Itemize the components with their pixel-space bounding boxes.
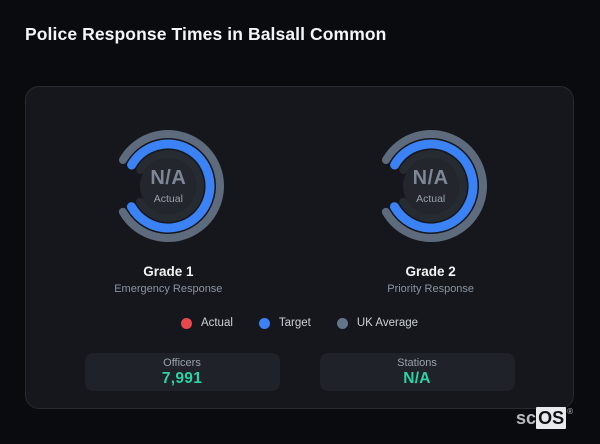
gauge-grade-2: N/A Actual Grade 2 Priority Response: [311, 127, 551, 295]
gauge-center-caption: Actual: [153, 193, 183, 205]
registered-trademark-icon: ®: [567, 407, 573, 416]
dashboard-card: N/A Actual Grade 1 Emergency Response: [25, 86, 574, 409]
gauge-grade-1: N/A Actual Grade 1 Emergency Response: [48, 127, 288, 295]
gauge-title: Grade 1: [143, 264, 194, 279]
stat-value: 7,991: [161, 369, 203, 387]
legend-label: Target: [278, 317, 311, 329]
radial-gauge-1: N/A Actual: [109, 127, 227, 245]
legend-item-uk-average[interactable]: UK Average: [336, 317, 419, 329]
uk-average-legend-dot-icon: [336, 317, 348, 329]
legend-item-actual[interactable]: Actual: [180, 317, 233, 329]
gauge-center-overlay: N/A Actual: [372, 127, 490, 245]
brand-prefix: sc: [516, 408, 537, 428]
gauge-title: Grade 2: [405, 264, 456, 279]
legend-item-target[interactable]: Target: [258, 317, 311, 329]
actual-ring-track: [394, 150, 467, 222]
brand-emphasis: OS: [536, 407, 567, 429]
gauge-center-value: N/A: [412, 167, 449, 189]
stat-label: Officers: [163, 356, 201, 369]
brand-logo: sc OS ®: [516, 407, 573, 429]
chart-legend: Actual Target UK Average: [180, 317, 419, 329]
gauge-center-disc: [140, 158, 197, 214]
target-ring: [384, 139, 478, 233]
page-root: { "header": { "title": "Police Response …: [0, 24, 600, 444]
uk-average-ring: [112, 130, 225, 242]
legend-label: UK Average: [356, 317, 419, 329]
gauge-subtitle: Priority Response: [387, 283, 475, 295]
stat-box-officers: Officers 7,991: [84, 353, 280, 391]
actual-ring-track: [132, 150, 205, 222]
stats-row: Officers 7,991 Stations N/A: [84, 353, 515, 391]
target-legend-dot-icon: [258, 317, 270, 329]
stat-label: Stations: [397, 356, 437, 369]
legend-label: Actual: [200, 317, 233, 329]
target-ring: [121, 139, 215, 233]
stat-value: N/A: [403, 369, 431, 387]
gauges-row: N/A Actual Grade 1 Emergency Response: [26, 127, 573, 295]
uk-average-ring: [374, 130, 487, 242]
gauge-center-caption: Actual: [416, 193, 446, 205]
gauge-subtitle: Emergency Response: [114, 283, 223, 295]
radial-gauge-svg: [112, 130, 225, 242]
page-title: Police Response Times in Balsall Common: [25, 24, 387, 44]
gauge-center-overlay: N/A Actual: [109, 127, 227, 245]
stat-box-stations: Stations N/A: [319, 353, 515, 391]
gauge-center-value: N/A: [150, 167, 187, 189]
radial-gauge-2: N/A Actual: [372, 127, 490, 245]
gauge-center-disc: [402, 158, 459, 214]
radial-gauge-svg: [374, 130, 487, 242]
actual-legend-dot-icon: [180, 317, 192, 329]
